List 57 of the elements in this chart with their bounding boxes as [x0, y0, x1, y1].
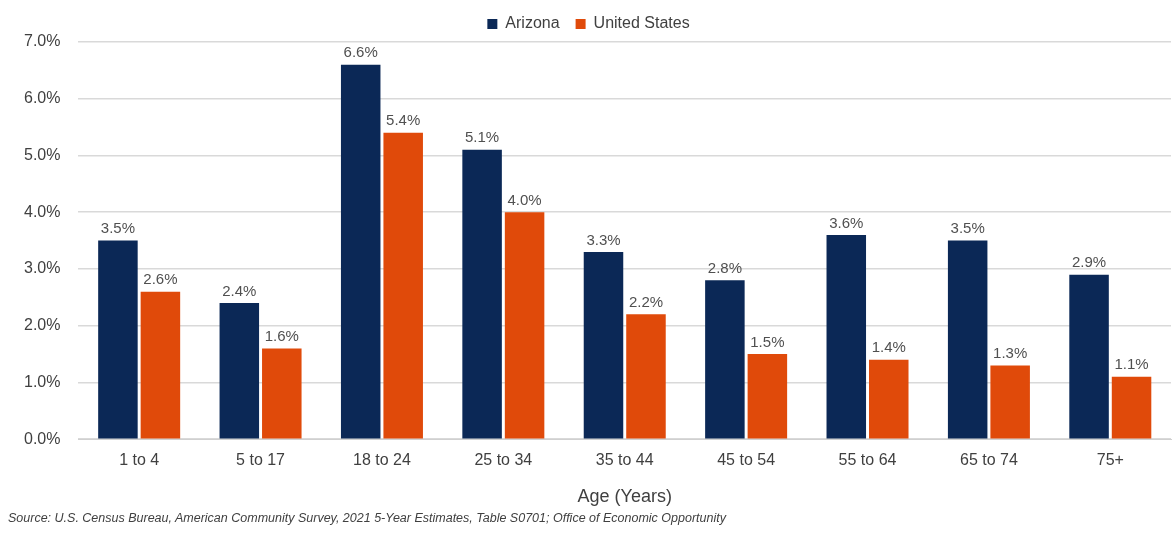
bar [1111, 376, 1152, 439]
y-tick-label: 2.0% [24, 316, 61, 334]
source-note: Source: U.S. Census Bureau, American Community Survey, 2021 5-Year Estimates, Table S0701; Office of Economic Opportunity [8, 511, 726, 525]
bar [869, 359, 909, 439]
bar [262, 348, 302, 439]
x-tick-label: 18 to 24 [353, 451, 411, 469]
y-tick-label: 6.0% [24, 89, 61, 107]
data-label: 3.5% [950, 219, 985, 237]
data-label: 1.4% [871, 338, 906, 356]
data-label: 2.8% [707, 258, 742, 276]
legend-label: United States [593, 14, 690, 32]
x-tick-label: 65 to 74 [960, 451, 1018, 469]
data-label: 1.6% [264, 327, 299, 345]
x-tick-label: 45 to 54 [717, 451, 776, 469]
data-label: 4.0% [507, 190, 542, 208]
bar [340, 64, 381, 439]
data-label: 1.5% [750, 332, 785, 350]
x-tick-label: 1 to 4 [119, 451, 160, 469]
x-tick-label: 25 to 34 [474, 451, 533, 469]
bar [98, 240, 138, 439]
bar [826, 234, 867, 439]
bar [383, 132, 423, 439]
data-label: 2.2% [628, 293, 664, 311]
x-axis-title: Age (Years) [577, 486, 672, 507]
x-tick-label: 75+ [1096, 451, 1124, 469]
data-label: 3.3% [586, 230, 621, 248]
legend-label: Arizona [505, 14, 560, 32]
data-label: 1.1% [1114, 355, 1149, 373]
bar [705, 280, 745, 439]
data-label: 2.9% [1071, 253, 1107, 271]
data-label: 3.5% [100, 219, 136, 237]
data-label: 5.1% [465, 128, 500, 146]
bar [583, 251, 624, 439]
data-label: 2.4% [222, 281, 257, 299]
y-tick-label: 3.0% [24, 259, 61, 277]
data-label: 2.6% [143, 270, 178, 288]
y-tick-label: 1.0% [24, 372, 61, 390]
bar [140, 291, 181, 439]
data-label: 3.6% [829, 213, 864, 231]
x-tick-label: 55 to 64 [838, 451, 897, 469]
x-tick-label: 35 to 44 [595, 451, 654, 469]
bar [1069, 274, 1109, 439]
bar [219, 303, 260, 439]
bar [462, 149, 502, 439]
data-label: 6.6% [343, 43, 378, 61]
y-tick-label: 4.0% [24, 202, 61, 220]
bar [626, 314, 666, 439]
bar [504, 212, 545, 439]
y-tick-label: 0.0% [24, 429, 61, 447]
y-tick-label: 7.0% [24, 32, 61, 50]
data-label: 1.3% [993, 344, 1028, 362]
data-label: 5.4% [386, 111, 421, 129]
x-tick-label: 5 to 17 [236, 451, 286, 469]
bar [990, 365, 1030, 439]
bar [947, 240, 988, 439]
bar [747, 354, 788, 439]
y-tick-label: 5.0% [24, 145, 61, 163]
